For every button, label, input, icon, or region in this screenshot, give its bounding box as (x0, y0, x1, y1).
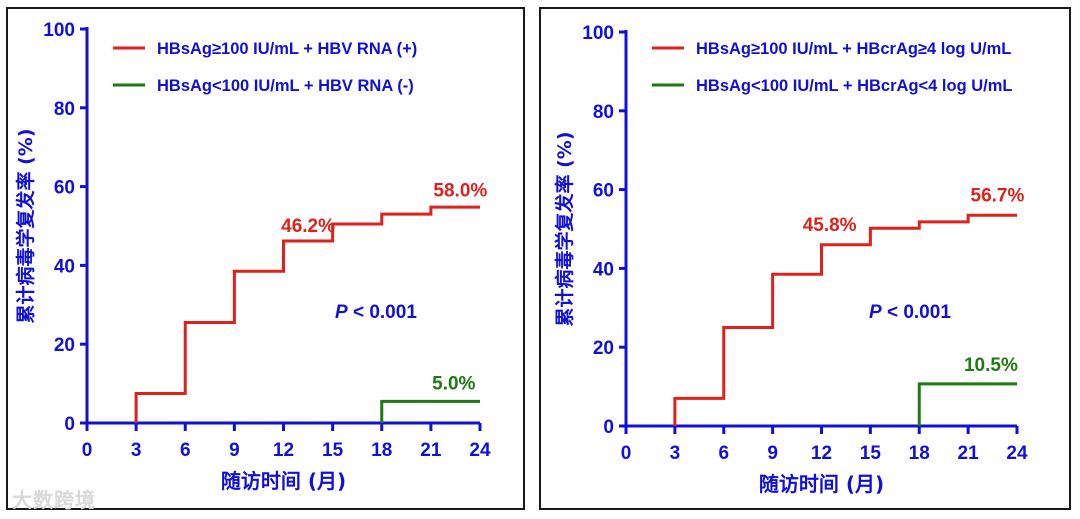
x-tick-label: 6 (718, 443, 729, 464)
data-label: 10.5% (964, 355, 1018, 376)
x-tick-label: 24 (1006, 443, 1028, 464)
y-tick-label: 100 (582, 23, 614, 44)
y-tick-label: 0 (64, 414, 75, 435)
p-value-label: P < 0.001 (335, 302, 417, 323)
x-tick-label: 9 (229, 440, 240, 461)
x-tick-label: 9 (767, 443, 778, 464)
x-tick-label: 15 (322, 440, 344, 461)
y-tick-label: 20 (593, 338, 614, 359)
data-label: 45.8% (803, 215, 857, 236)
legend-label: HBsAg≥100 IU/mL + HBV RNA (+) (157, 40, 417, 58)
p-value-symbol: P (869, 302, 882, 323)
data-label: 46.2% (281, 216, 335, 237)
x-tick-label: 6 (180, 440, 191, 461)
chart-panel-right: 0 20 40 60 80 100 0 3 6 9 12 15 18 21 24 随访时间 (月) 累计病毒学复… (539, 7, 1071, 510)
p-value-symbol: P (335, 302, 348, 323)
data-label: 58.0% (433, 180, 487, 201)
x-tick-label: 0 (82, 440, 93, 461)
x-axis-title: 随访时间 (月) (759, 472, 884, 496)
chart-svg-left: 0 20 40 60 80 100 0 3 6 9 12 15 18 21 24 随访时间 (月) 累计病毒学复… (14, 20, 491, 493)
x-tick-label: 3 (131, 440, 142, 461)
p-value-text: < 0.001 (348, 302, 418, 323)
chart-svg-right: 0 20 40 60 80 100 0 3 6 9 12 15 18 21 24 随访时间 (月) 累计病毒学复… (553, 23, 1028, 496)
legend-label: HBsAg<100 IU/mL + HBV RNA (-) (157, 77, 414, 95)
data-label: 56.7% (971, 185, 1025, 206)
x-tick-label: 18 (909, 443, 930, 464)
series-line-red (134, 205, 480, 423)
y-axis-title: 累计病毒学复发率 (%) (553, 131, 576, 326)
x-axis-title: 随访时间 (月) (221, 469, 346, 493)
y-tick-label: 80 (593, 102, 614, 123)
y-tick-label: 40 (593, 259, 614, 280)
legend-label: HBsAg<100 IU/mL + HBcrAg<4 log U/mL (696, 77, 1013, 95)
p-value-text: < 0.001 (882, 302, 952, 323)
x-tick-label: 3 (670, 443, 681, 464)
y-tick-label: 60 (54, 178, 75, 199)
legend-label: HBsAg≥100 IU/mL + HBcrAg≥4 log U/mL (696, 40, 1011, 58)
x-tick-label: 12 (273, 440, 294, 461)
data-label: 5.0% (432, 374, 475, 395)
series-line-red (673, 213, 1017, 426)
chart-panel-left: 0 20 40 60 80 100 0 3 6 9 12 15 18 21 24 随访时间 (月) 累计病毒学复… (6, 7, 525, 510)
y-axis-title: 累计病毒学复发率 (%) (14, 128, 37, 323)
series-line-green (380, 399, 480, 423)
p-value-label: P < 0.001 (869, 302, 951, 323)
x-tick-label: 12 (811, 443, 832, 464)
x-tick-label: 24 (469, 440, 491, 461)
y-tick-label: 60 (593, 181, 614, 202)
x-tick-label: 18 (371, 440, 392, 461)
y-tick-label: 80 (54, 99, 75, 120)
y-tick-label: 100 (43, 20, 75, 41)
y-tick-label: 0 (603, 417, 614, 438)
y-tick-label: 20 (54, 335, 75, 356)
x-tick-label: 0 (621, 443, 632, 464)
watermark: 大数跨境 (12, 488, 96, 512)
y-tick-label: 40 (54, 256, 75, 277)
x-tick-label: 21 (420, 440, 442, 461)
series-line-green (917, 382, 1017, 426)
x-tick-label: 21 (958, 443, 980, 464)
x-tick-label: 15 (860, 443, 882, 464)
